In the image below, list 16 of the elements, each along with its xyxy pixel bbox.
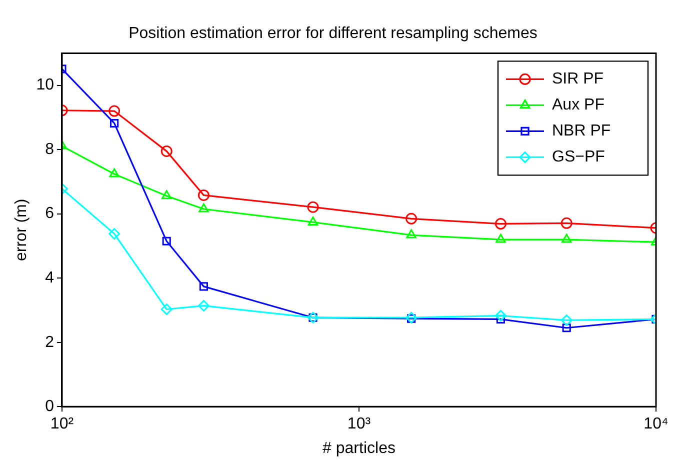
legend-label: SIR PF [552, 70, 604, 88]
legend-label: Aux PF [552, 96, 605, 114]
x-tick-label: 10⁴ [644, 416, 668, 433]
y-tick-label: 4 [45, 269, 54, 286]
chart-title: Position estimation error for different resampling schemes [128, 25, 538, 42]
x-tick-label: 10³ [347, 416, 372, 433]
y-tick-label: 8 [45, 140, 54, 158]
y-tick-label: 0 [45, 398, 54, 416]
y-axis-title: error (m) [13, 198, 30, 262]
y-tick-label: 6 [45, 205, 54, 222]
y-tick-label: 2 [45, 334, 54, 351]
y-tick-label: 10 [36, 76, 54, 94]
legend-label: NBR PF [552, 122, 611, 140]
legend-label: GS−PF [552, 148, 606, 166]
x-axis-title: # particles [322, 440, 396, 457]
x-tick-label: 10² [50, 416, 74, 433]
